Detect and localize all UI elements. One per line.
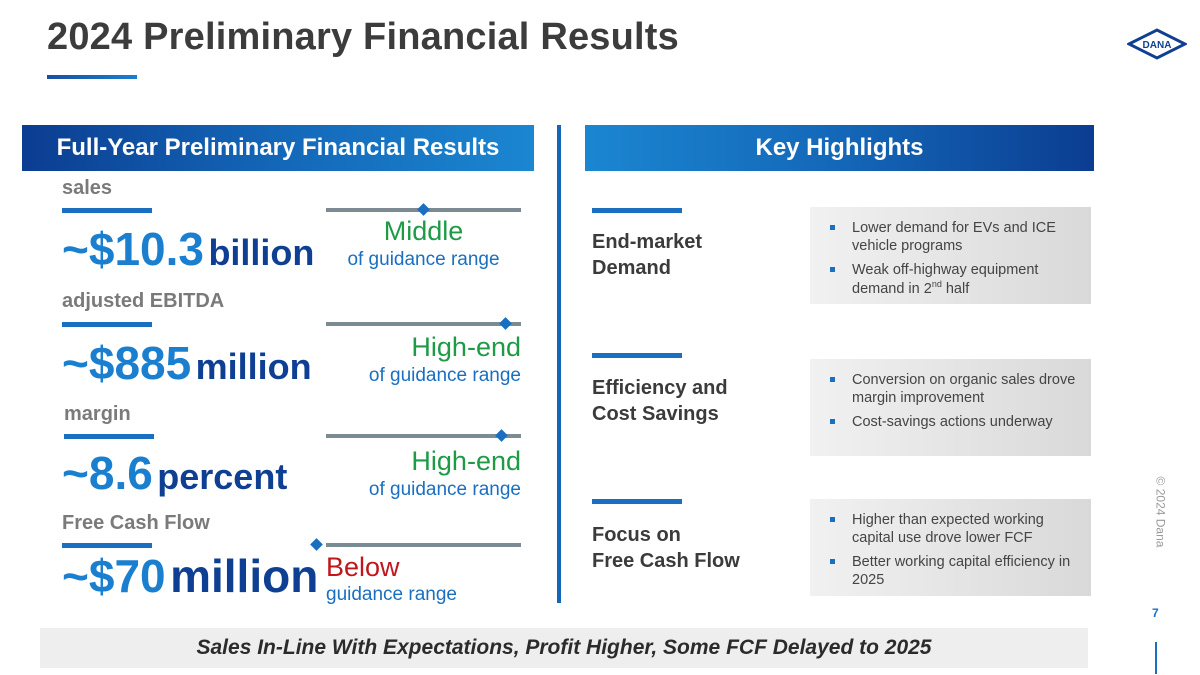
highlight-box-fcf: Higher than expected working capital use…	[810, 499, 1091, 596]
copyright-text: © 2024 Dana	[1153, 476, 1168, 548]
metric-label-fcf: Free Cash Flow	[62, 512, 210, 534]
highlight-title-line: Demand	[592, 257, 671, 279]
metric-number: ~$70	[62, 550, 166, 602]
highlight-title-line: Free Cash Flow	[592, 550, 740, 572]
metric-value-sales: ~$10.3 billion	[62, 226, 314, 272]
guidance-note: of guidance range	[368, 365, 521, 386]
metric-unit: percent	[157, 456, 288, 497]
metric-number: ~8.6	[62, 447, 153, 499]
highlight-bullet: Cost-savings actions underway	[826, 413, 1081, 431]
metric-unit: billion	[208, 232, 315, 273]
highlight-box-demand: Lower demand for EVs and ICE vehicle pro…	[810, 207, 1091, 304]
summary-banner: Sales In-Line With Expectations, Profit …	[40, 628, 1088, 668]
metric-rule	[62, 208, 152, 213]
highlight-title-line: Cost Savings	[592, 403, 719, 425]
highlight-title-line: Focus on	[592, 524, 681, 546]
guidance-range-line	[326, 543, 521, 547]
page-number: 7	[1152, 606, 1159, 620]
highlight-title-efficiency: Efficiency and Cost Savings	[592, 375, 728, 427]
highlight-rule	[592, 353, 682, 358]
highlight-bullet: Better working capital efficiency in 202…	[826, 553, 1081, 589]
highlight-rule	[592, 208, 682, 213]
title-underline	[47, 75, 137, 79]
guidance-note: guidance range	[326, 584, 457, 605]
guidance-status: High-end	[411, 446, 521, 476]
guidance-marker	[495, 429, 508, 442]
highlight-bullet: Lower demand for EVs and ICE vehicle pro…	[826, 219, 1081, 255]
metric-unit: million	[170, 550, 319, 602]
page-accent-bar	[1155, 642, 1157, 674]
metric-value-fcf: ~$70 million	[62, 553, 318, 599]
highlight-bullet: Conversion on organic sales drove margin…	[826, 371, 1081, 407]
guidance-marker	[499, 317, 512, 330]
logo-text: DANA	[1143, 40, 1172, 51]
highlight-title-line: End-market	[592, 231, 703, 253]
guidance-marker	[309, 538, 323, 551]
guidance-note: of guidance range	[347, 249, 500, 270]
metric-label-ebitda: adjusted EBITDA	[62, 290, 225, 312]
highlight-bullet: Weak off-highway equipment demand in 2nd…	[826, 261, 1081, 298]
right-section-header: Key Highlights	[585, 125, 1094, 171]
metric-number: ~$10.3	[62, 223, 204, 275]
guidance-status: High-end	[411, 332, 521, 362]
metric-rule	[62, 322, 152, 327]
highlight-box-efficiency: Conversion on organic sales drove margin…	[810, 359, 1091, 456]
dana-logo: DANA	[1127, 28, 1187, 60]
guidance-range-line	[326, 434, 521, 438]
metric-rule	[62, 543, 152, 548]
highlight-title-line: Efficiency and	[592, 377, 728, 399]
guidance-marker	[417, 203, 430, 216]
metric-unit: million	[195, 346, 312, 387]
metric-value-margin: ~8.6 percent	[62, 450, 287, 496]
metric-label-sales: sales	[62, 177, 113, 199]
metric-label-margin: margin	[64, 403, 131, 425]
guidance-note: of guidance range	[368, 479, 521, 500]
left-section-header: Full-Year Preliminary Financial Results	[22, 125, 534, 171]
guidance-range-line	[326, 322, 521, 326]
metric-value-ebitda: ~$885 million	[62, 340, 312, 386]
page-title: 2024 Preliminary Financial Results	[47, 16, 679, 58]
metric-rule	[64, 434, 154, 439]
highlight-bullet: Higher than expected working capital use…	[826, 511, 1081, 547]
highlight-title-demand: End-market Demand	[592, 229, 702, 281]
guidance-status: Middle	[383, 216, 464, 246]
guidance-status: Below	[326, 552, 400, 582]
highlight-rule	[592, 499, 682, 504]
highlight-title-fcf: Focus on Free Cash Flow	[592, 522, 740, 574]
metric-number: ~$885	[62, 337, 192, 389]
panel-divider	[557, 125, 561, 603]
